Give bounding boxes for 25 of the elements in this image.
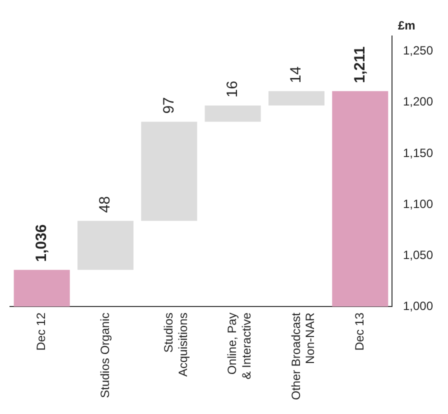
data-label: 16 xyxy=(224,80,241,98)
y-tick-label: 1,150 xyxy=(402,146,434,160)
bar xyxy=(204,105,261,122)
bar xyxy=(141,122,198,221)
x-tick-label: Online, Pay & Interactive xyxy=(225,312,254,380)
data-label: 1,211 xyxy=(351,46,368,84)
bar xyxy=(14,270,70,307)
data-label: 48 xyxy=(96,196,114,213)
x-tick-label: Studios Acquisitions xyxy=(161,312,190,377)
data-label: 1,036 xyxy=(32,224,50,262)
data-label: 97 xyxy=(160,97,178,114)
y-tick-label: 1,050 xyxy=(402,248,434,262)
bar xyxy=(268,91,324,106)
y-tick-label: 1,200 xyxy=(402,94,434,109)
x-tick-label: Dec 12 xyxy=(34,312,48,351)
x-tick-label: Other Broadcast Non-NAR xyxy=(288,312,318,400)
x-tick-label: Studios Organic xyxy=(98,312,112,398)
bar xyxy=(332,91,388,307)
y-axis-title: £m xyxy=(398,18,416,32)
x-tick-label: Dec 13 xyxy=(352,312,366,351)
y-tick-label: 1,100 xyxy=(402,196,434,211)
y-tick-label: 1,000 xyxy=(402,298,434,313)
y-tick-label: 1,250 xyxy=(402,44,434,58)
bar xyxy=(77,220,134,270)
data-label: 14 xyxy=(288,66,305,84)
